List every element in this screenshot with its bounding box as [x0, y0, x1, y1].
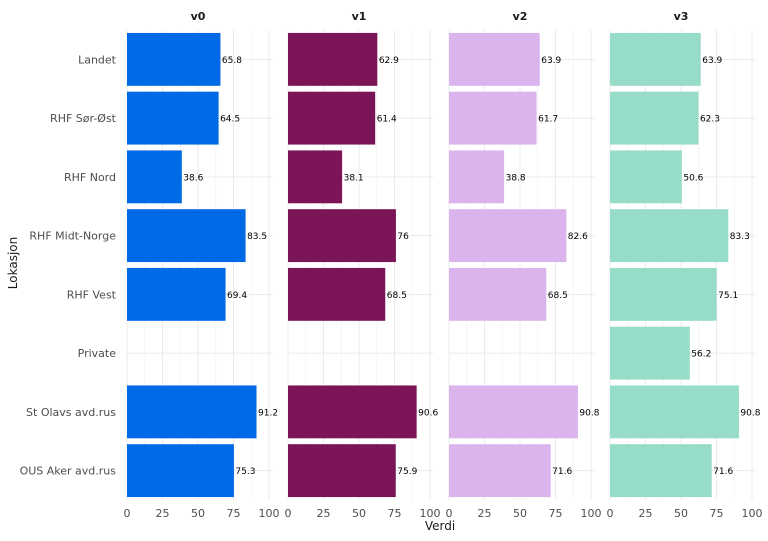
x-tick-label: 75 — [227, 507, 241, 520]
y-category-label: RHF Vest — [67, 288, 117, 301]
bar-v3 — [610, 444, 712, 498]
bar-v3 — [610, 267, 717, 321]
x-axis-title: Verdi — [425, 519, 455, 533]
facet-title-v1: v1 — [352, 10, 367, 23]
data-label-v3: 50.6 — [683, 173, 703, 183]
x-tick-label: 50 — [191, 507, 205, 520]
x-tick-label: 100 — [420, 507, 441, 520]
data-label-v1: 61.4 — [377, 115, 397, 125]
bar-v0 — [127, 91, 219, 145]
x-tick-label: 50 — [352, 507, 366, 520]
y-category-label: RHF Sør-Øst — [50, 112, 117, 125]
x-tick-label: 25 — [639, 507, 653, 520]
y-axis-title: Lokasjon — [6, 237, 20, 289]
y-category-label: RHF Nord — [64, 171, 116, 184]
data-label-v3: 75.1 — [718, 291, 738, 301]
data-label-v3: 63.9 — [702, 56, 722, 66]
x-tick-label: 75 — [388, 507, 402, 520]
data-label-v0: 75.3 — [235, 467, 255, 477]
bar-v2 — [449, 267, 547, 321]
bar-v1 — [288, 209, 396, 263]
bar-v3 — [610, 385, 739, 439]
bar-v1 — [288, 267, 386, 321]
bar-v2 — [449, 385, 578, 439]
data-label-v1: 38.1 — [344, 173, 364, 183]
data-label-v1: 75.9 — [397, 467, 417, 477]
x-tick-label: 0 — [124, 507, 131, 520]
data-label-v2: 90.8 — [579, 408, 599, 418]
data-label-v3: 62.3 — [700, 115, 720, 125]
facet-title-v0: v0 — [191, 10, 206, 23]
bar-v3 — [610, 209, 729, 263]
bar-v3 — [610, 326, 690, 380]
bar-v3 — [610, 91, 699, 145]
data-label-v1: 90.6 — [418, 408, 438, 418]
bar-v0 — [127, 444, 234, 498]
x-tick-label: 50 — [674, 507, 688, 520]
data-label-v3: 71.6 — [713, 467, 733, 477]
bar-v0 — [127, 32, 221, 86]
data-label-v2: 68.5 — [548, 291, 568, 301]
bar-v3 — [610, 32, 701, 86]
facet-title-v3: v3 — [674, 10, 689, 23]
bar-v1 — [288, 385, 417, 439]
bar-layer — [127, 32, 739, 498]
y-category-label: Landet — [78, 53, 117, 66]
bar-v2 — [449, 150, 505, 204]
data-label-v3: 90.8 — [740, 408, 760, 418]
x-tick-label: 0 — [607, 507, 614, 520]
bar-v1 — [288, 32, 378, 86]
data-label-v0: 69.4 — [227, 291, 247, 301]
data-label-v0: 91.2 — [258, 408, 278, 418]
data-label-v1: 68.5 — [387, 291, 407, 301]
data-label-v2: 63.9 — [541, 56, 561, 66]
label-layer: v0 0 25 50 75 100 65.8 64.5 38.6 83.5 69.4 91.2 75.3… — [20, 10, 763, 520]
data-label-v1: 62.9 — [379, 56, 399, 66]
data-label-v0: 83.5 — [247, 232, 267, 242]
bar-v1 — [288, 150, 343, 204]
y-category-label: RHF Midt-Norge — [29, 230, 116, 243]
bar-v0 — [127, 209, 246, 263]
bar-v2 — [449, 91, 537, 145]
data-label-v2: 71.6 — [552, 467, 572, 477]
x-tick-label: 50 — [513, 507, 527, 520]
y-category-label: St Olavs avd.rus — [26, 406, 116, 419]
bar-v2 — [449, 444, 551, 498]
facet-title-v2: v2 — [513, 10, 528, 23]
bar-v0 — [127, 385, 257, 439]
data-label-v3: 83.3 — [730, 232, 750, 242]
x-tick-label: 25 — [478, 507, 492, 520]
data-label-v3: 56.2 — [691, 350, 711, 360]
bar-v2 — [449, 209, 567, 263]
bar-v0 — [127, 150, 182, 204]
bar-v3 — [610, 150, 682, 204]
bar-v2 — [449, 32, 540, 86]
data-label-v1: 76 — [397, 232, 409, 242]
data-label-v0: 64.5 — [220, 115, 240, 125]
data-label-v0: 65.8 — [222, 56, 242, 66]
x-tick-label: 75 — [549, 507, 563, 520]
bar-v1 — [288, 91, 376, 145]
x-tick-label: 100 — [259, 507, 280, 520]
x-tick-label: 25 — [156, 507, 170, 520]
data-label-v0: 38.6 — [183, 173, 203, 183]
x-tick-label: 75 — [710, 507, 724, 520]
data-label-v2: 82.6 — [568, 232, 588, 242]
x-tick-label: 25 — [317, 507, 331, 520]
x-tick-label: 0 — [446, 507, 453, 520]
y-category-label: Private — [78, 347, 117, 360]
bar-v1 — [288, 444, 396, 498]
y-category-label: OUS Aker avd.rus — [20, 465, 117, 478]
data-label-v2: 38.8 — [506, 173, 526, 183]
x-tick-label: 100 — [742, 507, 763, 520]
x-tick-label: 100 — [581, 507, 602, 520]
bar-v0 — [127, 267, 226, 321]
data-label-v2: 61.7 — [538, 115, 558, 125]
x-tick-label: 0 — [285, 507, 292, 520]
